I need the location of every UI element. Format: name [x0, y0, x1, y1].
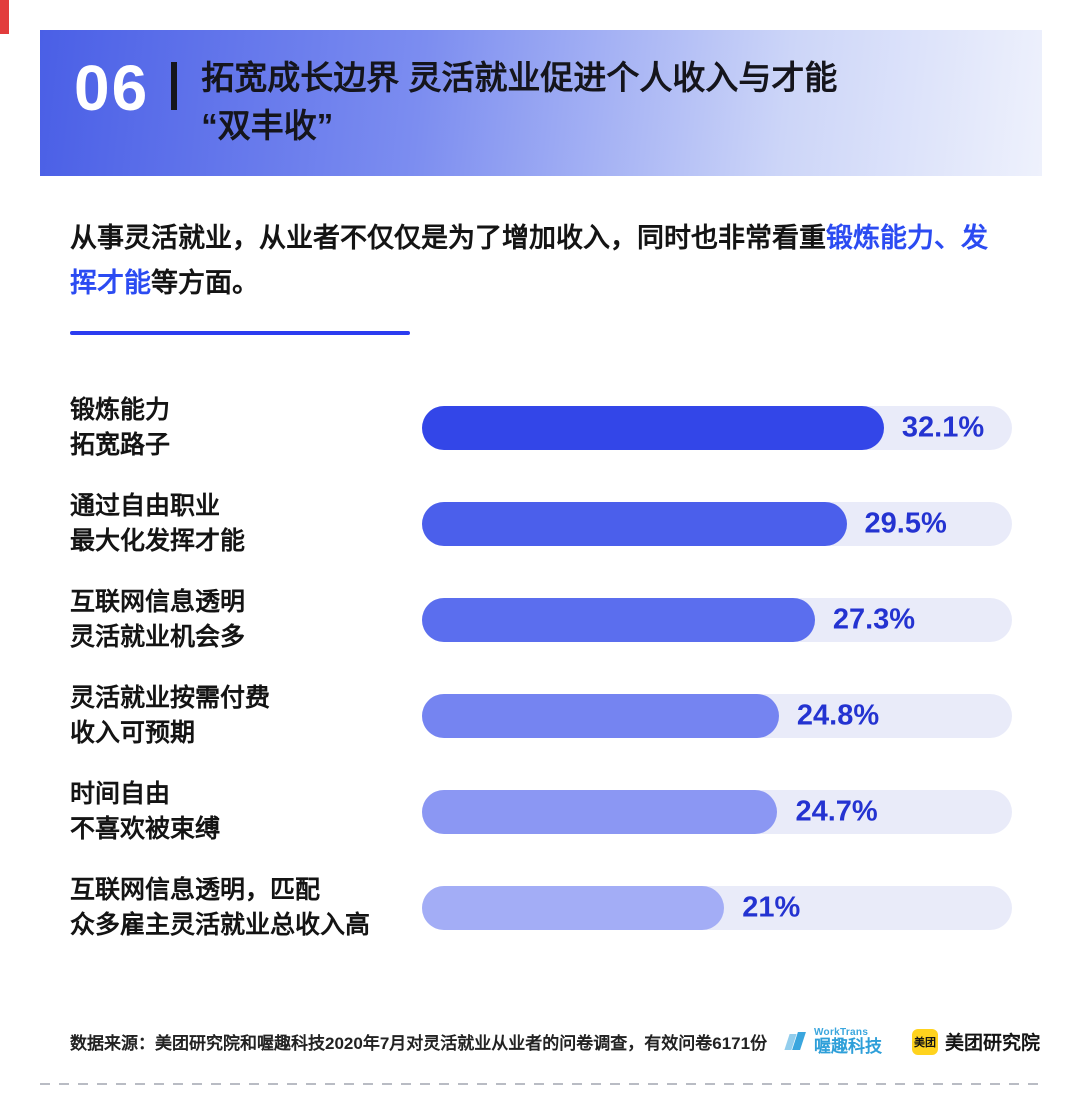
bar-row: 互联网信息透明，匹配 众多雇主灵活就业总收入高 21% [70, 871, 1012, 945]
intro-highlight: 锻炼能力、发挥才能 [70, 223, 988, 298]
bar-value-label: 29.5% [864, 507, 947, 540]
bar-track: 32.1% [422, 406, 1012, 451]
bar-row: 时间自由 不喜欢被束缚 24.7% [70, 775, 1012, 849]
header-divider [171, 62, 178, 110]
bar-chart: 锻炼能力 拓宽路子 32.1% 通过自由职业 最大化发挥才能 29.5% 互联网信息透明 灵活… [70, 391, 1012, 945]
bar-value-label: 27.3% [832, 603, 916, 636]
section-title-line2: “双丰收” [201, 106, 334, 144]
intro-text-before: 从事灵活就业，从业者不仅仅是为了增加收入，同时也非常看重 [70, 223, 826, 253]
bar-value-label: 24.8% [796, 699, 880, 732]
worktrans-logo-icon [784, 1031, 807, 1053]
meituan-logo-text: 美团研究院 [944, 1033, 1040, 1055]
section-title-line1: 拓宽成长边界 灵活就业促进个人收入与才能 [201, 59, 838, 96]
bar-row: 通过自由职业 最大化发挥才能 29.5% [70, 487, 1012, 561]
page-edge-marker [0, 0, 9, 34]
bar-track: 21% [422, 886, 1012, 931]
intro-text-after: 等方面。 [151, 267, 259, 298]
data-source-note: 数据来源：美团研究院和喔趣科技2020年7月对灵活就业从业者的问卷调查，有效问卷… [70, 1034, 768, 1054]
section-title: 拓宽成长边界 灵活就业促进个人收入与才能 “双丰收” [201, 54, 837, 150]
bar-row: 互联网信息透明 灵活就业机会多 27.3% [70, 583, 1012, 657]
footer: 数据来源：美团研究院和喔趣科技2020年7月对灵活就业从业者的问卷调查，有效问卷… [70, 1027, 1040, 1057]
bar-fill [422, 694, 779, 739]
bottom-dashed-divider [40, 1082, 1040, 1085]
section-header-banner: 06 拓宽成长边界 灵活就业促进个人收入与才能 “双丰收” [40, 30, 1042, 176]
bar-category-label: 时间自由 不喜欢被束缚 [70, 780, 221, 844]
bar-value-label: 21% [742, 891, 801, 924]
bar-category-label: 通过自由职业 最大化发挥才能 [70, 492, 246, 556]
bar-category-label: 灵活就业按需付费 收入可预期 [70, 684, 271, 748]
worktrans-name-en: WorkTrans [813, 1027, 869, 1039]
intro-underline [70, 331, 410, 336]
bar-track: 27.3% [422, 598, 1012, 643]
bar-category-label: 锻炼能力 拓宽路子 [70, 396, 171, 460]
bar-fill [422, 502, 847, 547]
bar-value-label: 24.7% [795, 795, 878, 828]
bar-fill [422, 886, 725, 931]
bar-fill [422, 790, 778, 835]
bar-category-label: 互联网信息透明 灵活就业机会多 [70, 588, 246, 652]
meituan-logo: 美团 美团研究院 [911, 1028, 1040, 1055]
bar-track: 24.7% [422, 790, 1012, 835]
intro-paragraph: 从事灵活就业，从业者不仅仅是为了增加收入，同时也非常看重锻炼能力、发挥才能等方面… [70, 216, 1005, 305]
bar-row: 锻炼能力 拓宽路子 32.1% [70, 391, 1012, 465]
section-number: 06 [74, 52, 150, 124]
bar-track: 29.5% [422, 502, 1012, 547]
bar-category-label: 互联网信息透明，匹配 众多雇主灵活就业总收入高 [70, 876, 371, 940]
meituan-badge-icon: 美团 [911, 1028, 938, 1055]
bar-fill [422, 598, 815, 643]
bar-value-label: 32.1% [901, 411, 985, 444]
worktrans-logo-text: WorkTrans 喔趣科技 [814, 1027, 882, 1057]
footer-logos: WorkTrans 喔趣科技 美团 美团研究院 [784, 1027, 1040, 1057]
worktrans-logo: WorkTrans 喔趣科技 [784, 1027, 882, 1057]
bar-fill [422, 406, 884, 451]
worktrans-name-cn: 喔趣科技 [813, 1037, 882, 1057]
bar-row: 灵活就业按需付费 收入可预期 24.8% [70, 679, 1012, 753]
bar-track: 24.8% [422, 694, 1012, 739]
